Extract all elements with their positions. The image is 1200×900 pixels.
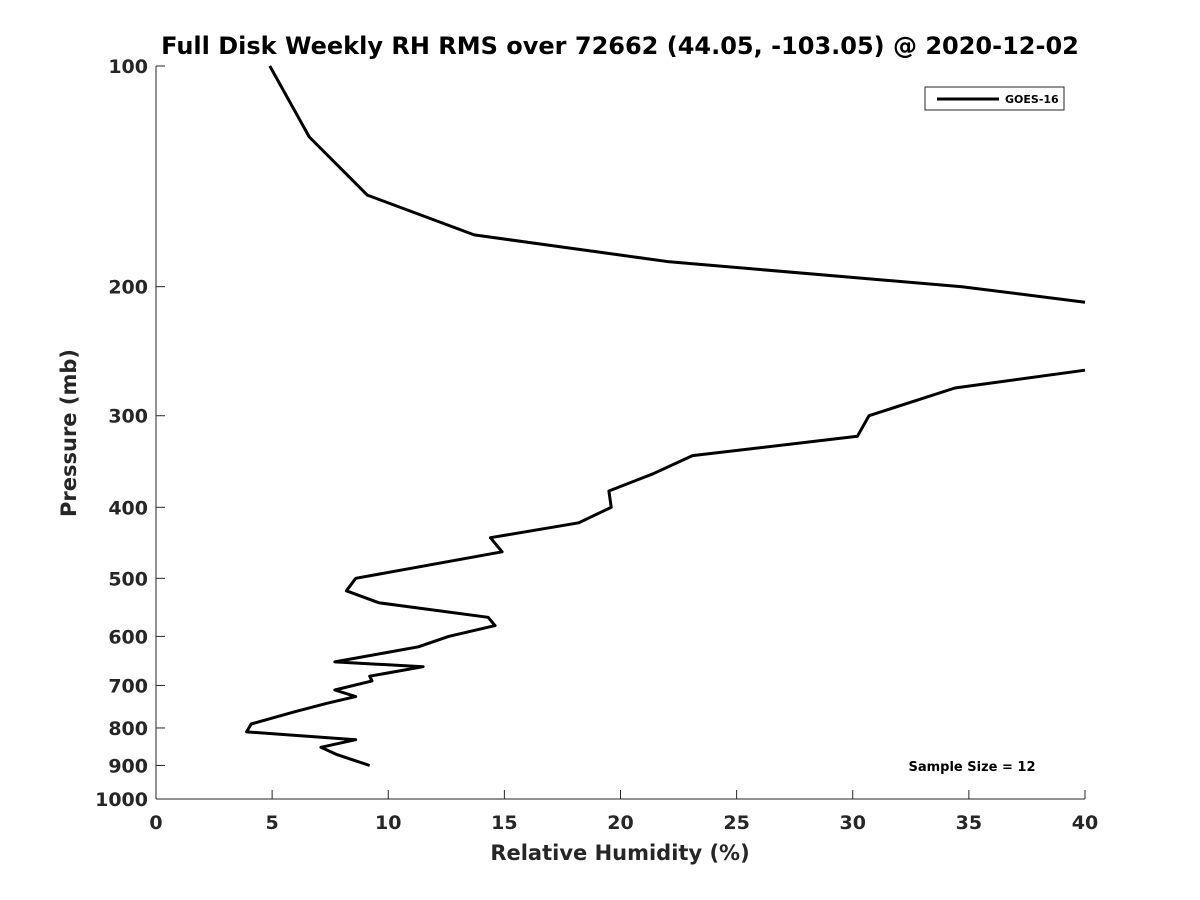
x-tick-label: 35 (956, 812, 982, 834)
y-axis-ticks: 100 200 300 400 500 600 700 800 900 1000 (95, 56, 165, 811)
x-axis-ticks: 0 5 10 15 20 25 30 35 40 (149, 790, 1098, 834)
x-tick-label: 30 (840, 812, 866, 834)
x-tick-label: 40 (1072, 812, 1098, 834)
series-line-goes-16-segment-1 (268, 65, 1086, 304)
x-axis-label: Relative Humidity (%) (490, 841, 749, 865)
y-tick-label: 200 (108, 277, 148, 299)
legend-entry-goes-16: GOES-16 (1005, 93, 1059, 106)
x-tick-label: 25 (723, 812, 749, 834)
y-tick-label: 700 (108, 675, 148, 697)
y-tick-label: 800 (108, 718, 148, 740)
plot-series (245, 65, 1086, 767)
y-tick-label: 900 (108, 755, 148, 777)
chart-title: Full Disk Weekly RH RMS over 72662 (44.0… (161, 32, 1079, 60)
y-tick-label: 400 (108, 497, 148, 519)
legend: GOES-16 (924, 86, 1065, 111)
sample-size-annotation: Sample Size = 12 (908, 760, 1035, 775)
y-tick-label: 600 (108, 626, 148, 648)
y-tick-label: 100 (108, 56, 148, 78)
x-tick-label: 15 (491, 812, 517, 834)
series-line-goes-16-segment-2 (245, 368, 1086, 767)
y-tick-label: 1000 (95, 789, 148, 811)
y-axis-label: Pressure (mb) (57, 349, 81, 517)
x-tick-label: 10 (375, 812, 401, 834)
y-tick-label: 500 (108, 568, 148, 590)
x-tick-label: 20 (607, 812, 633, 834)
x-tick-label: 5 (266, 812, 279, 834)
x-tick-label: 0 (149, 812, 162, 834)
y-tick-label: 300 (108, 406, 148, 428)
